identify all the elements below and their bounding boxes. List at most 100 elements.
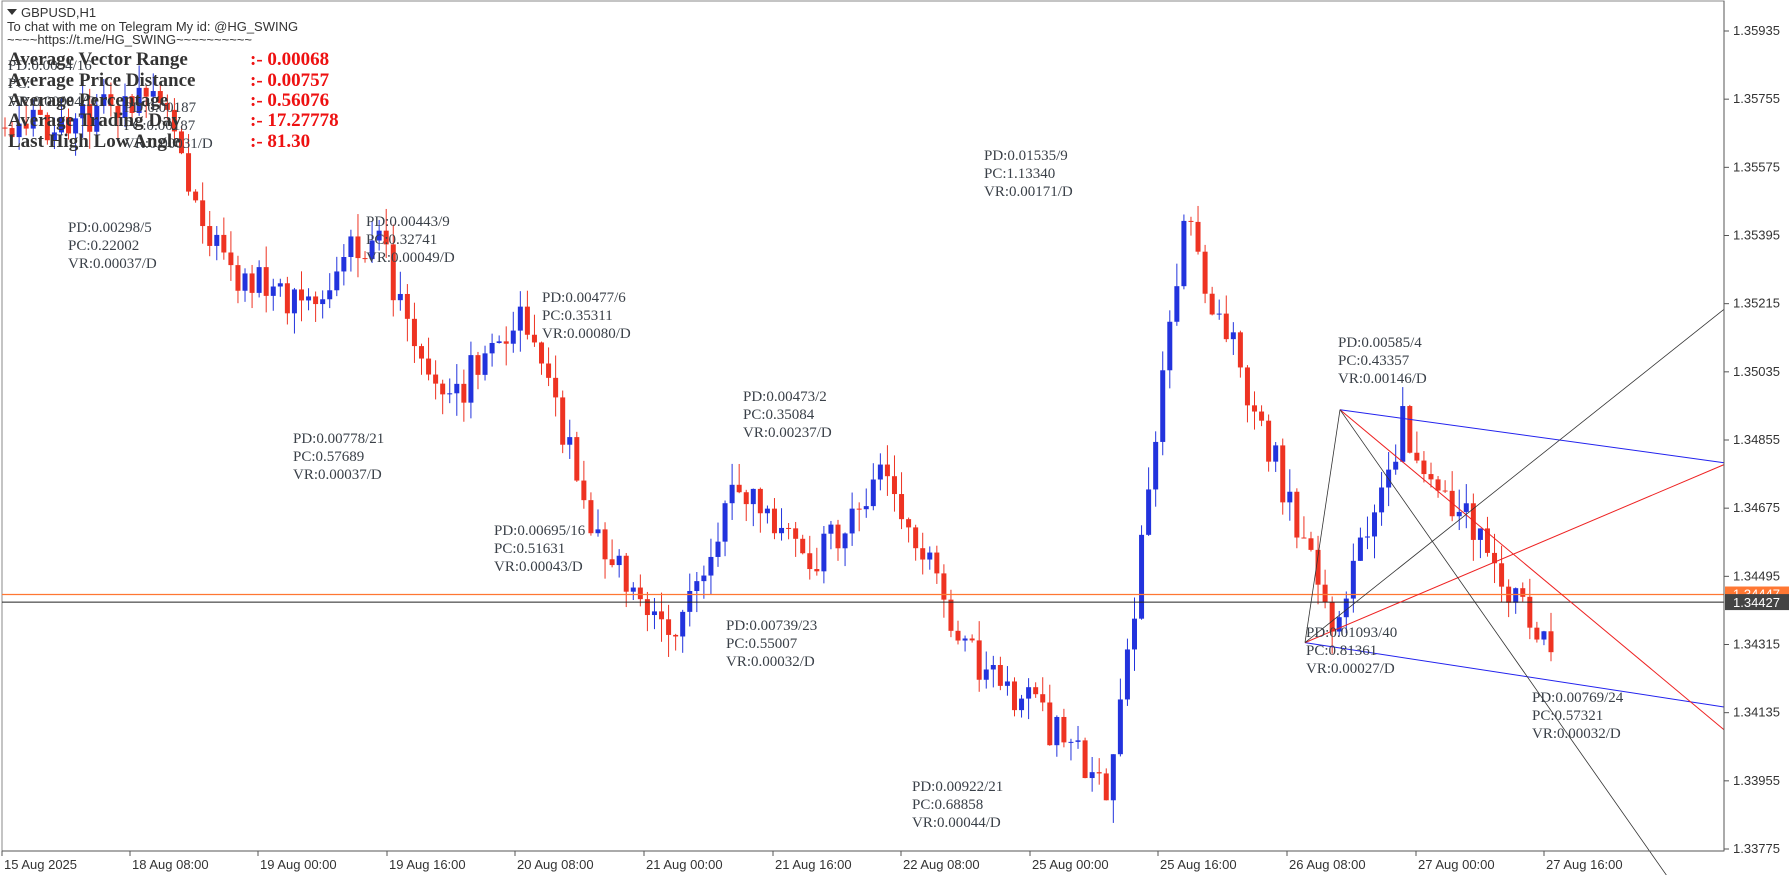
candle-body [136,87,142,113]
candle-body [1019,698,1025,711]
annotation-pc: PC:1.13340 [984,166,1055,182]
candle-body [411,318,417,347]
candle-body [496,341,502,343]
candle-body [270,286,276,296]
candle-body [94,105,100,132]
chart-symbol-header[interactable]: GBPUSD,H1 [7,5,96,20]
candle-body [1139,534,1145,619]
price-tick-label: 1.35575 [1733,159,1780,174]
candle-body [397,293,403,301]
annotation-pc: PC:0.81361 [1306,643,1377,659]
candle-body [588,500,594,534]
candle-body [906,519,912,528]
candle-body [1068,741,1074,743]
candle-body [1259,411,1265,421]
candle-body [383,230,389,245]
candle-body [1082,740,1088,779]
candle-body [214,234,220,246]
dropdown-triangle-icon[interactable] [7,9,17,15]
time-axis[interactable]: 15 Aug 2025 18 Aug 08:00 19 Aug 00:00 19 Au… [1,850,1724,872]
candle-body [1463,503,1469,512]
candle-body [1244,367,1250,406]
candle-body [1336,617,1342,632]
candle-body [694,581,700,592]
candle-body [1153,441,1159,490]
annotation-pd: PD:0.00778/21 [293,431,384,447]
fan-line-up [1304,309,1725,643]
symbol-label: GBPUSD,H1 [21,5,97,20]
candle-body [637,587,643,600]
candle-body [510,330,516,344]
annotation-pc: PC: [8,76,31,92]
annotation-pd: PD:0.00443/9 [366,214,450,230]
time-tick-label: 25 Aug 16:00 [1160,857,1237,872]
time-tick-label: 25 Aug 00:00 [1032,857,1109,872]
candle-body [1160,370,1166,442]
annotation-vr: VR:0.00031/D [124,136,213,152]
candle-body [1061,716,1067,743]
price-axis[interactable]: 1.35935 1.35755 1.35575 1.35395 1.35215 1.350… [1723,1,1789,856]
candle-body [200,200,206,227]
price-tick-label: 1.34675 [1733,500,1780,515]
swing-connector [1304,409,1341,643]
candle-body [941,573,947,600]
candle-body [298,289,304,301]
candle-body [800,538,806,554]
candle-body [630,587,636,592]
candle-body [644,599,650,616]
price-tick-label: 1.34495 [1733,568,1780,583]
stat-label: Average Vector Range [8,49,188,70]
candle-body [1174,286,1180,322]
annotation-vr: VR:0.00237/D [743,425,832,441]
blue-channel-upper [1339,409,1725,464]
swing-annotations: PD:0.0054/16 PC: VR:0.00094/D PD:0.00187 PC:… [8,58,1624,831]
stat-average-percentage: Average Percentage:- 0.56076 [8,91,329,111]
annotation-pd: PD:0.0054/16 [8,58,92,74]
candle-body [595,529,601,534]
annotation-pc: PC:0.32741 [366,232,437,248]
candles-layer [2,65,1554,823]
candle-body [461,383,467,403]
candle-body [651,611,657,616]
candle-body [37,109,43,115]
stat-average-trading-day: Average Trading Day:- 17.27778 [8,111,339,131]
candle-body [475,355,481,375]
price-tick-label: 1.35215 [1733,296,1780,311]
stat-average-price-distance: Average Price Distance:- 0.00757 [8,71,329,91]
candle-body [468,355,474,403]
stat-value: :- 81.30 [250,131,311,152]
annotation-vr: VR:0.00080/D [542,326,631,342]
stat-average-vector-range: Average Vector Range:- 0.00068 [8,49,329,70]
candle-body [687,591,693,612]
candle-body [722,503,728,542]
candle-body [334,271,340,291]
candle-body [856,508,862,510]
candle-body [1202,251,1208,294]
candle-body [899,494,905,520]
candle-body [870,479,876,507]
candle-body [673,634,679,637]
annotation-vr: VR:0.00094/D [8,94,97,110]
candle-body [983,669,989,680]
stat-value: :- 0.56076 [250,90,330,111]
candle-body [355,236,361,259]
annotation-pc: PC:0.51631 [494,541,565,557]
candle-body [757,488,763,514]
candle-body [1541,631,1547,640]
candle-body [348,236,354,257]
candle-body [609,559,615,566]
candle-body [1456,511,1462,517]
candle-body [1548,631,1554,653]
candle-body [1350,560,1356,599]
candle-body [729,484,735,504]
candle-body [581,480,587,501]
price-tick-label: 1.34135 [1733,705,1780,720]
candle-body [433,374,439,384]
candle-body [750,488,756,505]
candle-body [115,105,121,118]
candle-body [1421,460,1427,475]
candle-body [680,611,686,637]
candle-body [1379,487,1385,513]
price-tick-label: 1.34855 [1733,432,1780,447]
